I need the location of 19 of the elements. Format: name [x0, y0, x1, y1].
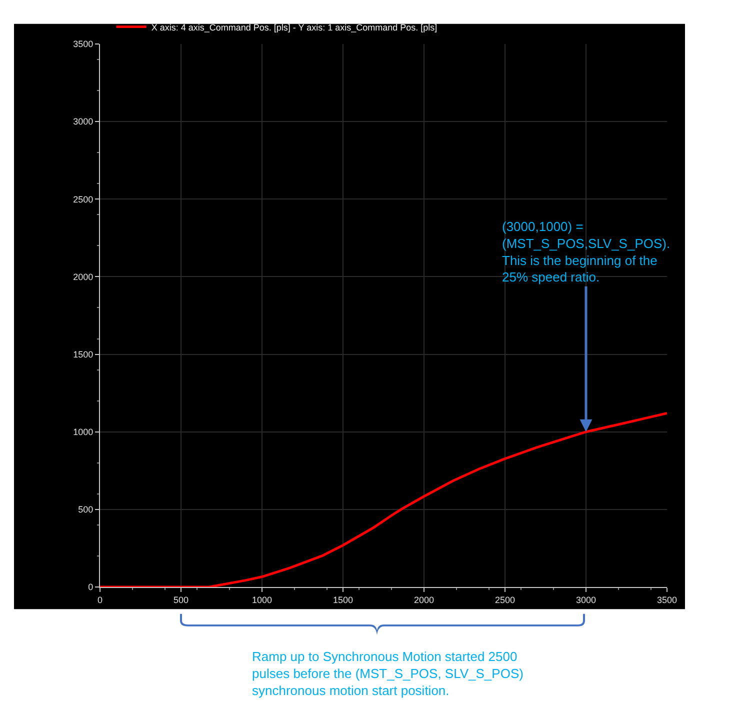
y-tick-label: 2000	[73, 272, 94, 282]
y-tick-label: 3500	[73, 39, 94, 50]
text: Ramp up to Synchronous Motion started 2500 pulses before the (MST_S_POS, SLV_S_POS) synchronous motion start position.	[252, 649, 524, 698]
x-tick-label: 2500	[494, 594, 516, 605]
y-tick-label: 3000	[73, 116, 94, 127]
x-tick-label: 1000	[252, 594, 272, 605]
x-tick-label: 500	[173, 594, 189, 605]
annotation: (3000,1000) = (MST_S_POS,SLV_S_POS). This is the beginning of the 25% speed ratio.	[502, 219, 670, 285]
x-tick-label: 1500	[332, 594, 354, 605]
x-tick-label: 3500	[656, 594, 678, 605]
y-tick-label: 500	[78, 504, 94, 515]
y-tick-label: 1000	[73, 427, 94, 438]
y-tick-label: 0	[88, 582, 94, 592]
x-tick-label: 3000	[576, 594, 596, 605]
x-tick-label: 0	[97, 594, 103, 605]
legend-label: X axis: 4 axis_Command Pos. [pls] - Y axis: 1 axis_Command Pos. [pls]	[151, 22, 438, 32]
y-tick-label: 2500	[73, 194, 94, 204]
x-tick-label: 2000	[414, 594, 434, 605]
y-tick-label: 1500	[73, 349, 94, 360]
